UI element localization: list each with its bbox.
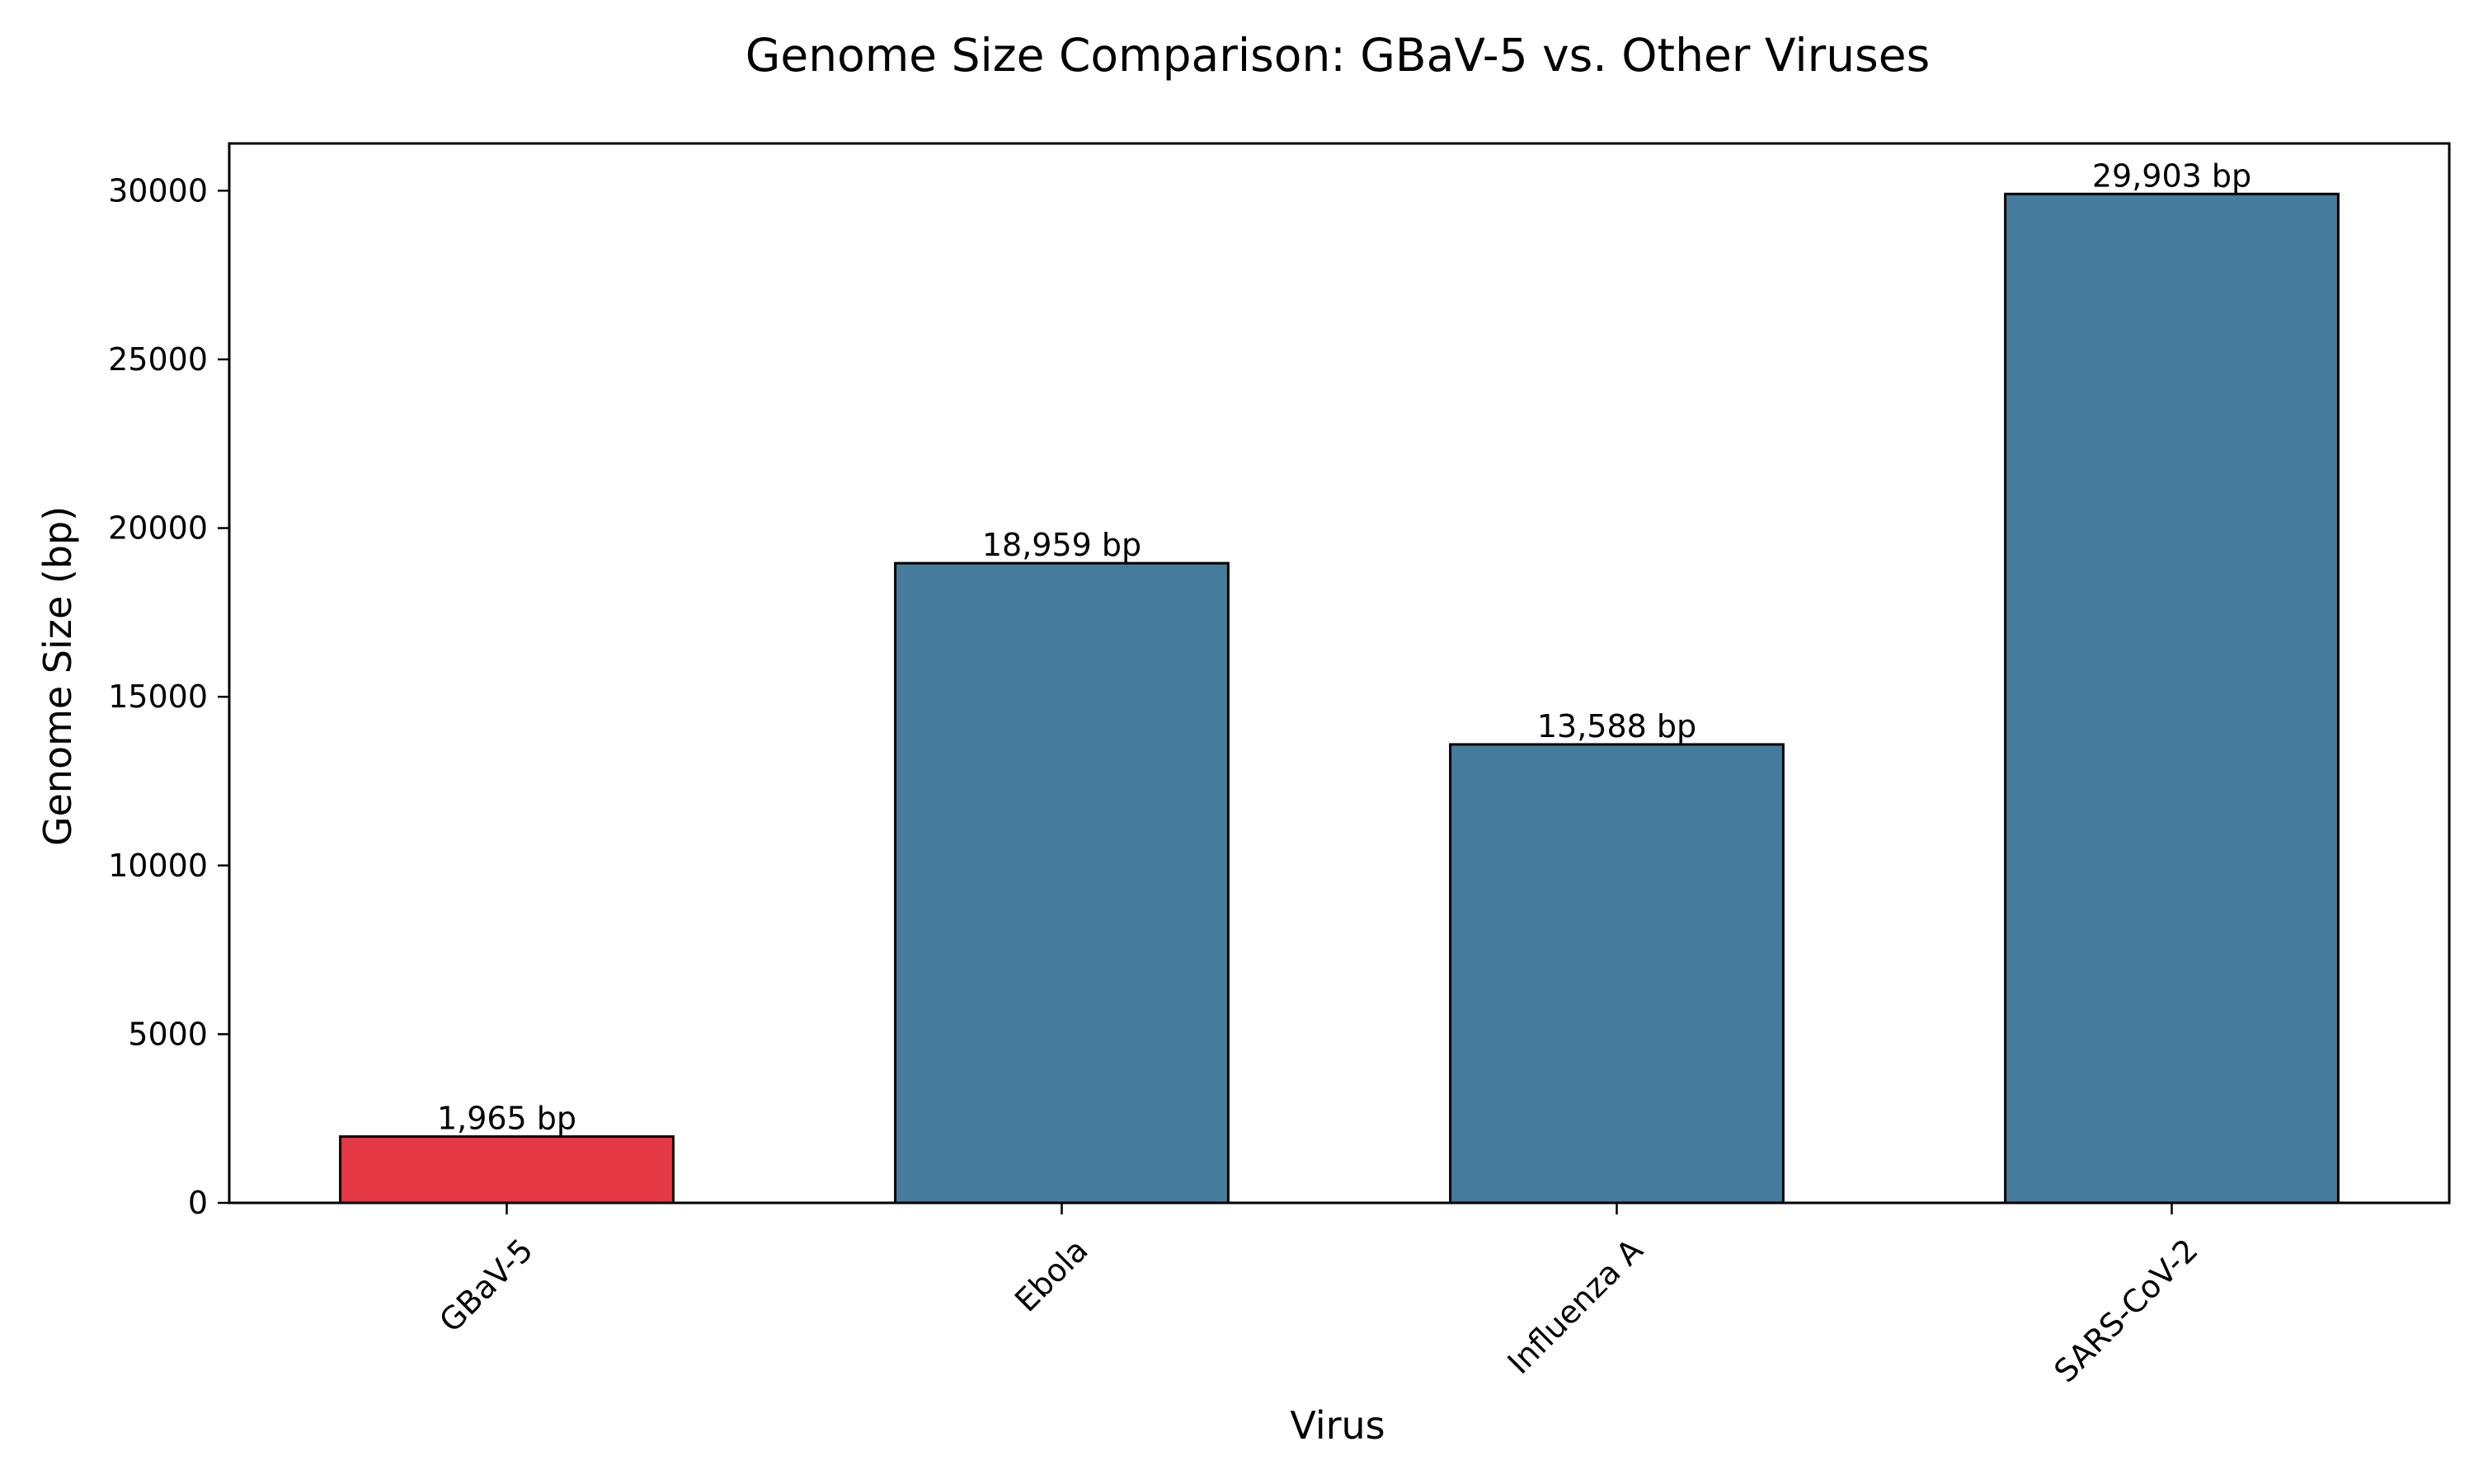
bar-sars-cov-2 xyxy=(2004,192,2340,1205)
y-tick-label: 10000 xyxy=(108,848,208,884)
y-axis-label: Genome Size (bp) xyxy=(35,506,80,846)
y-tick-label: 20000 xyxy=(108,510,208,547)
bar-influenza-a xyxy=(1449,743,1785,1205)
bar-value-label: 13,588 bp xyxy=(1537,708,1696,744)
x-tick-label: Influenza A xyxy=(1501,1232,1650,1381)
y-tick-label: 25000 xyxy=(108,341,208,378)
x-tick-label: SARS-CoV-2 xyxy=(2047,1232,2204,1389)
y-tick-label: 5000 xyxy=(128,1016,208,1052)
bar-value-label: 18,959 bp xyxy=(982,527,1141,563)
bar-value-label: 1,965 bp xyxy=(437,1101,576,1137)
y-tick-label: 15000 xyxy=(108,679,208,715)
bar-gbav-5 xyxy=(339,1135,675,1205)
bar-ebola xyxy=(894,561,1230,1205)
y-tick-label: 0 xyxy=(188,1185,208,1221)
y-tick-label: 30000 xyxy=(108,172,208,209)
chart-title: Genome Size Comparison: GBaV-5 vs. Other… xyxy=(745,29,1930,82)
bar-value-label: 29,903 bp xyxy=(2092,157,2251,194)
x-tick-label: Ebola xyxy=(1008,1232,1095,1319)
plot-area: 1,965 bp 18,959 bp 13,588 bp 29,903 bp 0 5000… xyxy=(108,142,2451,1389)
x-tick-label: GBaV-5 xyxy=(432,1232,539,1339)
x-axis-label: Virus xyxy=(1290,1403,1385,1448)
plot-frame xyxy=(228,142,2451,1205)
